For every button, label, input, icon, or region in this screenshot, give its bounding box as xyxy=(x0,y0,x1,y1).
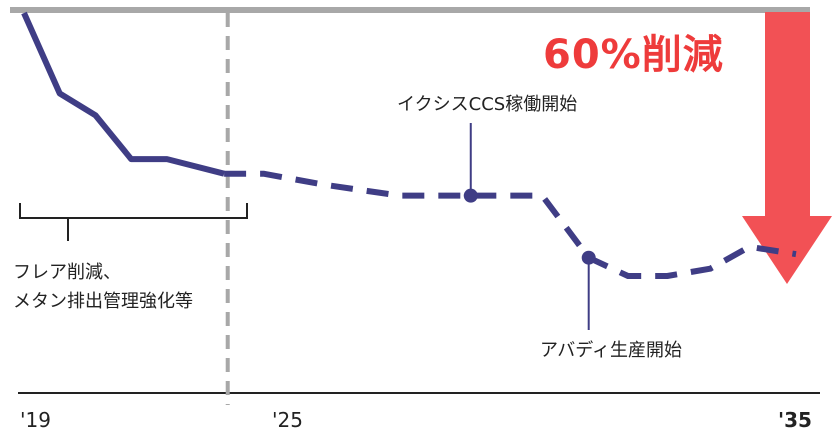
annotation-abadi: アバディ生産開始 xyxy=(540,340,683,361)
bracket-shape xyxy=(19,203,248,241)
marker-abadi xyxy=(581,250,596,265)
reduction-arrow xyxy=(742,12,832,284)
reduction-label: 60%削減 xyxy=(543,32,724,78)
marker-ixis xyxy=(463,188,478,203)
x-tick-label-19: '19 xyxy=(20,408,51,432)
annotation-bracket-line2: メタン排出管理強化等 xyxy=(13,291,193,312)
annotation-bracket-line1: フレア削減、 xyxy=(13,262,121,283)
series-forecast-line xyxy=(224,170,797,279)
x-tick-label-25: '25 xyxy=(272,408,303,432)
top-reference-line xyxy=(10,7,810,13)
series-actual-line xyxy=(21,11,225,177)
annotation-ixis: イクシスCCS稼働開始 xyxy=(397,94,578,115)
x-tick-label-35: '35 xyxy=(778,408,812,432)
series-layer xyxy=(21,11,797,279)
annotation-layer xyxy=(463,123,596,330)
